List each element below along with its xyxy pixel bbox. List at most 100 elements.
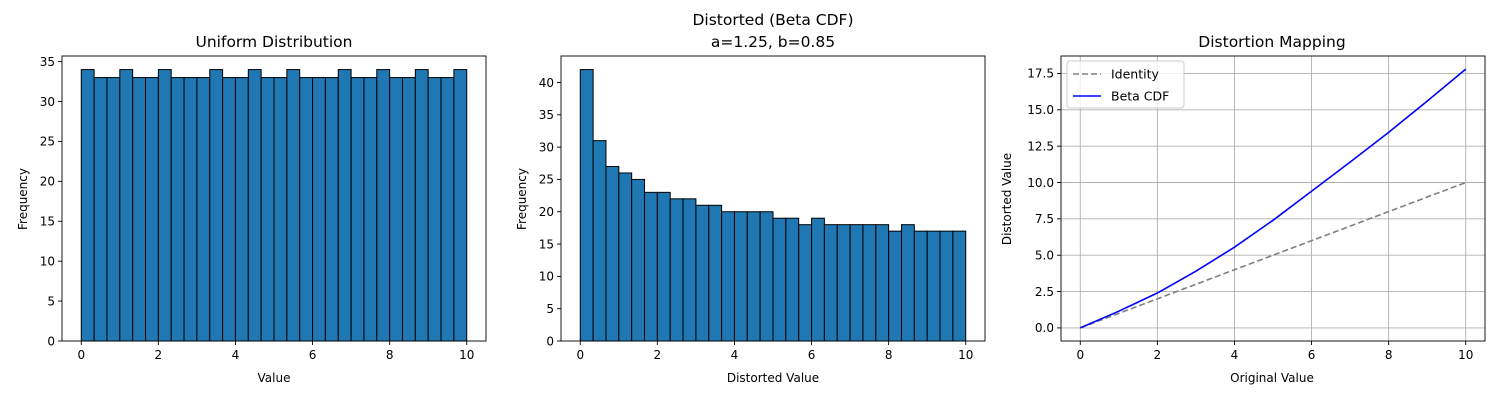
histogram-bar [926, 230, 941, 342]
x-tick-label: 2 [1154, 348, 1162, 362]
histogram-bar [80, 69, 95, 342]
histogram-bar [196, 77, 211, 342]
x-tick-label: 6 [808, 348, 816, 362]
chart-title: Uniform Distribution [196, 33, 353, 51]
y-tick-label: 15.0 [1027, 103, 1054, 117]
legend-label-beta-cdf: Beta CDF [1111, 89, 1169, 104]
x-tick-label: 8 [1385, 348, 1393, 362]
axes: 0 2 4 6 8 10 0.0 2.5 5.0 7.5 10.0 12.5 15.0 17.5 [1027, 55, 1486, 362]
histogram-bar [389, 77, 403, 342]
histogram-bar [260, 77, 275, 342]
histogram-bar [631, 178, 646, 342]
y-tick-label: 30 [539, 140, 554, 154]
axes-frame [61, 55, 487, 342]
x-tick-label: 6 [309, 348, 317, 362]
x-tick-label: 4 [731, 348, 739, 362]
histogram-bar [376, 69, 391, 342]
x-tick-label: 6 [1308, 348, 1316, 362]
y-tick-label: 0 [546, 334, 554, 348]
y-tick-label: 20 [40, 175, 55, 189]
histogram-bar [900, 224, 915, 342]
histogram-bar [836, 224, 851, 342]
y-tick-label: 35 [40, 55, 55, 69]
histogram-bar [721, 211, 735, 342]
histogram-bar [849, 224, 864, 342]
histogram-bar [363, 77, 378, 342]
histogram-bar [579, 69, 594, 342]
histogram-bar [324, 77, 339, 342]
histogram-bar [618, 172, 633, 342]
histogram-bar [119, 69, 134, 342]
x-tick-label: 2 [654, 348, 662, 362]
x-tick-label: 4 [232, 348, 240, 362]
x-tick-label: 0 [576, 348, 584, 362]
histogram-bar [350, 77, 365, 342]
histogram-bar [708, 204, 723, 342]
histogram-bar [695, 204, 710, 342]
y-tick-label: 15 [40, 215, 55, 229]
x-tick-label: 8 [386, 348, 394, 362]
histogram-bar [157, 69, 172, 342]
histogram-bar [733, 211, 748, 342]
y-tick-label: 10 [40, 254, 55, 268]
y-tick-label: 12.5 [1027, 139, 1054, 153]
x-axis-label: Original Value [1230, 371, 1314, 385]
panel-distorted: Distorted (Beta CDF) a=1.25, b=0.85 0 2 4 6… [515, 11, 986, 385]
series-lines [1079, 68, 1467, 329]
histogram-bar [785, 217, 800, 342]
series-line-beta-cdf [1079, 68, 1467, 329]
x-axis-label: Value [258, 371, 291, 385]
histogram-bar [862, 224, 877, 342]
histogram-bar [811, 217, 825, 342]
chart-subtitle: a=1.25, b=0.85 [711, 33, 835, 51]
axes: 0 2 4 6 8 10 0 5 10 15 20 25 30 35 [40, 55, 487, 362]
x-tick-label: 2 [155, 348, 163, 362]
y-tick-label: 25 [40, 135, 55, 149]
chart-title: Distortion Mapping [1198, 33, 1345, 51]
histogram-bar [145, 77, 159, 342]
histogram-bar [93, 77, 108, 342]
y-tick-label: 10 [539, 270, 554, 284]
y-axis-label: Distorted Value [1000, 153, 1014, 245]
histogram-bar [337, 69, 352, 342]
histogram-bar [592, 140, 607, 342]
y-tick-label: 15 [539, 237, 554, 251]
histogram-bar [106, 77, 121, 342]
y-tick-label: 30 [40, 95, 55, 109]
histogram-bar [401, 77, 416, 342]
y-tick-label: 0 [47, 334, 55, 348]
histogram-bar [772, 217, 787, 342]
histogram-bar [170, 77, 185, 342]
legend: Identity Beta CDF [1066, 60, 1185, 109]
histogram-bar [823, 224, 838, 342]
y-axis-label: Frequency [16, 168, 30, 230]
histogram-bar [888, 230, 902, 342]
bar-group [80, 69, 468, 342]
histogram-bar [939, 230, 954, 342]
bar-group [579, 69, 967, 342]
y-tick-label: 20 [539, 205, 554, 219]
histogram-bar [222, 77, 236, 342]
x-tick-label: 8 [885, 348, 893, 362]
histogram-bar [759, 211, 774, 342]
y-tick-label: 40 [539, 76, 554, 90]
y-tick-label: 5 [546, 302, 554, 316]
axes-frame [1060, 55, 1486, 342]
histogram-bar [209, 69, 224, 342]
y-tick-label: 7.5 [1035, 212, 1054, 226]
y-tick-label: 0.0 [1035, 321, 1054, 335]
y-tick-label: 5 [47, 294, 55, 308]
histogram-bar [746, 211, 761, 342]
histogram-bar [682, 198, 697, 342]
histogram-bar [644, 191, 658, 342]
panel-uniform: Uniform Distribution 0 2 4 6 8 10 0 5 10 15 20 25 30… [16, 33, 487, 385]
x-tick-label: 0 [77, 348, 85, 362]
histogram-bar [132, 77, 147, 342]
x-tick-label: 10 [958, 348, 973, 362]
chart-title: Distorted (Beta CDF) [692, 11, 853, 29]
histogram-bar [875, 224, 890, 342]
histogram-bar [798, 224, 813, 342]
x-tick-label: 10 [459, 348, 474, 362]
histogram-bar [453, 69, 468, 342]
